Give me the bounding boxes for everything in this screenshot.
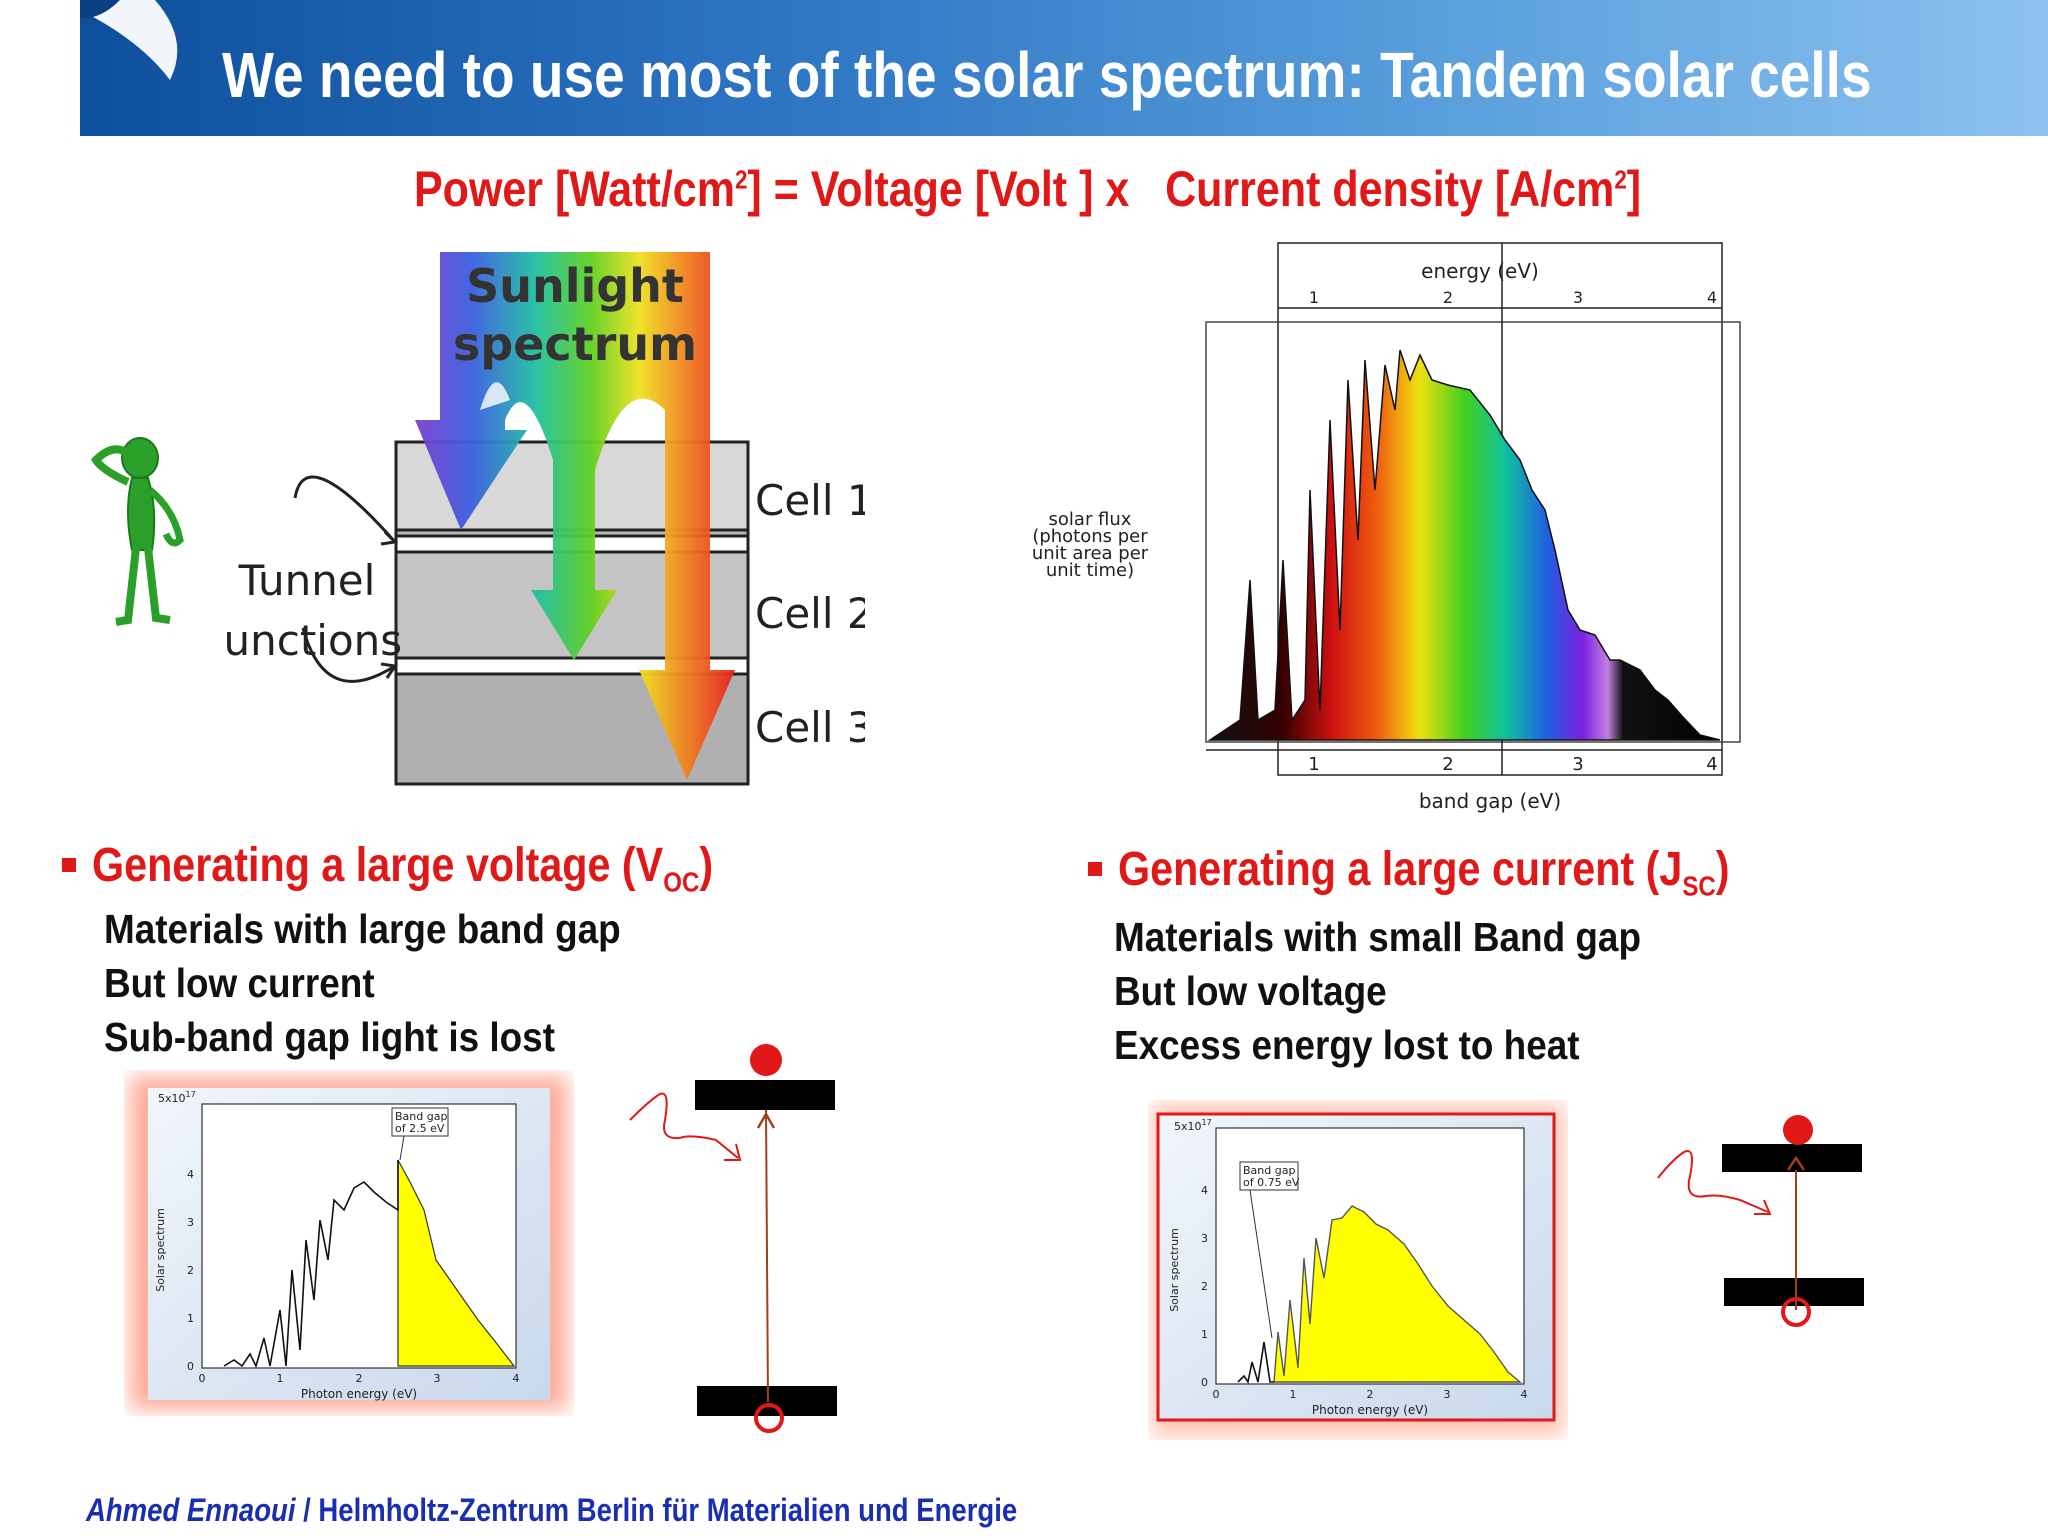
svg-text:3: 3 bbox=[1201, 1232, 1208, 1245]
svg-text:2: 2 bbox=[1442, 754, 1453, 775]
svg-text:solar flux: solar flux bbox=[1049, 509, 1132, 530]
svg-text:4: 4 bbox=[1521, 1388, 1528, 1401]
svg-text:2: 2 bbox=[1443, 288, 1453, 307]
junctions-label: junctions bbox=[225, 616, 402, 665]
right-line-1: Materials with small Band gap bbox=[1114, 914, 1641, 960]
bullet-marker bbox=[62, 858, 76, 872]
svg-text:0: 0 bbox=[1201, 1376, 1208, 1389]
y-axis-label: Solar spectrum bbox=[154, 1208, 167, 1292]
svg-text:4: 4 bbox=[1707, 288, 1717, 307]
band-gap-axis-label: band gap (eV) bbox=[1419, 789, 1561, 813]
svg-text:2: 2 bbox=[356, 1372, 363, 1385]
svg-text:2: 2 bbox=[187, 1264, 194, 1277]
spectrum-curve bbox=[223, 1160, 399, 1369]
y-max-label: 5x1017 bbox=[1174, 1118, 1212, 1133]
svg-text:0: 0 bbox=[1213, 1388, 1220, 1401]
hole-circle bbox=[754, 1403, 784, 1433]
svg-text:of 0.75 eV: of 0.75 eV bbox=[1243, 1176, 1300, 1189]
band-diagram-small-gap bbox=[1657, 1115, 1864, 1327]
conduction-band bbox=[695, 1080, 835, 1110]
svg-text:1: 1 bbox=[187, 1312, 194, 1325]
cell-1-label: Cell 1 bbox=[755, 476, 865, 525]
svg-text:0: 0 bbox=[199, 1372, 206, 1385]
svg-text:4: 4 bbox=[1201, 1184, 1208, 1197]
svg-text:2: 2 bbox=[1201, 1280, 1208, 1293]
bullet-marker bbox=[1088, 862, 1102, 876]
tunnel-arrow-bottom bbox=[301, 627, 396, 683]
svg-text:3: 3 bbox=[1573, 288, 1583, 307]
svg-text:1: 1 bbox=[1309, 288, 1319, 307]
usable-spectrum-fill bbox=[1273, 1205, 1522, 1383]
logo-swoosh bbox=[80, 0, 178, 80]
slide-title: We need to use most of the solar spectru… bbox=[222, 39, 1872, 111]
svg-text:3: 3 bbox=[1444, 1388, 1451, 1401]
svg-text:3: 3 bbox=[187, 1216, 194, 1229]
current-heading: Generating a large current (JSC) bbox=[1118, 843, 1730, 902]
solar-flux-spectrum-chart: energy (eV) 1 2 3 4 1 2 3 4 band gap (eV… bbox=[1032, 242, 1741, 813]
left-line-2: But low current bbox=[104, 960, 375, 1006]
svg-text:2: 2 bbox=[1367, 1388, 1374, 1401]
right-line-3: Excess energy lost to heat bbox=[1114, 1022, 1580, 1068]
footer-credit: Ahmed Ennaoui / Helmholtz-Zentrum Berlin… bbox=[86, 1492, 1018, 1528]
conduction-band bbox=[1722, 1144, 1862, 1172]
sunlight-label: Sunlight bbox=[466, 259, 684, 313]
band-diagram-large-gap bbox=[629, 1044, 837, 1433]
svg-text:4: 4 bbox=[513, 1372, 520, 1385]
svg-text:0: 0 bbox=[187, 1360, 194, 1373]
electron-dot bbox=[1783, 1115, 1813, 1145]
photon-squiggle bbox=[629, 1092, 739, 1159]
band-gap-annotation: Band gap bbox=[1243, 1164, 1295, 1177]
header-bar bbox=[80, 0, 2048, 136]
tandem-cell-diagram: Sunlight spectrum Tunnel junctions Cell … bbox=[225, 252, 865, 786]
x-axis-label: Photon energy (eV) bbox=[301, 1387, 417, 1401]
electron-dot bbox=[750, 1044, 782, 1076]
band-gap-annotation: Band gap bbox=[395, 1110, 447, 1123]
svg-text:1: 1 bbox=[1201, 1328, 1208, 1341]
usable-spectrum-fill bbox=[397, 1159, 516, 1367]
photon-squiggle bbox=[1657, 1150, 1769, 1213]
left-line-3: Sub-band gap light is lost bbox=[104, 1014, 555, 1060]
y-max-label: 5x1017 bbox=[158, 1090, 196, 1105]
power-formula: Power [Watt/cm2] = Voltage [Volt ] x Cur… bbox=[414, 161, 1642, 217]
solar-spectrum-chart-large-gap: Band gap of 2.5 eV 5x1017 0 1 2 3 4 0 1 … bbox=[130, 1076, 568, 1410]
flux-curve bbox=[1207, 349, 1721, 741]
tunnel-arrow-top bbox=[293, 475, 397, 543]
svg-text:unit area per: unit area per bbox=[1032, 543, 1149, 564]
svg-text:(photons per: (photons per bbox=[1032, 526, 1148, 547]
voltage-heading: Generating a large voltage (VOC) bbox=[92, 839, 714, 898]
svg-text:4: 4 bbox=[187, 1168, 194, 1181]
hole-circle bbox=[1781, 1297, 1811, 1327]
solar-spectrum-chart-small-gap: Band gap of 0.75 eV 5x1017 0 1 2 3 4 0 1… bbox=[1152, 1104, 1564, 1436]
valence-band bbox=[1724, 1278, 1864, 1306]
tunnel-label: Tunnel bbox=[238, 556, 376, 605]
svg-text:1: 1 bbox=[1308, 754, 1319, 775]
svg-text:3: 3 bbox=[434, 1372, 441, 1385]
cell-3-label: Cell 3 bbox=[755, 703, 865, 752]
energy-axis-frame bbox=[1277, 242, 1723, 776]
spectrum-label: spectrum bbox=[453, 317, 697, 371]
svg-text:1: 1 bbox=[1290, 1388, 1297, 1401]
svg-text:1: 1 bbox=[277, 1372, 284, 1385]
thinking-figure-icon bbox=[90, 437, 184, 626]
energy-axis-label: energy (eV) bbox=[1421, 259, 1539, 283]
cell-2-label: Cell 2 bbox=[755, 589, 865, 638]
svg-text:3: 3 bbox=[1572, 754, 1583, 775]
y-axis-label: Solar spectrum bbox=[1168, 1228, 1181, 1312]
x-axis-label: Photon energy (eV) bbox=[1312, 1403, 1428, 1417]
right-line-2: But low voltage bbox=[1114, 968, 1387, 1014]
svg-text:of 2.5 eV: of 2.5 eV bbox=[395, 1122, 445, 1135]
band-gap-plot-frame bbox=[1205, 321, 1741, 743]
left-line-1: Materials with large band gap bbox=[104, 906, 621, 952]
svg-text:4: 4 bbox=[1706, 754, 1717, 775]
svg-text:unit time): unit time) bbox=[1046, 560, 1134, 581]
